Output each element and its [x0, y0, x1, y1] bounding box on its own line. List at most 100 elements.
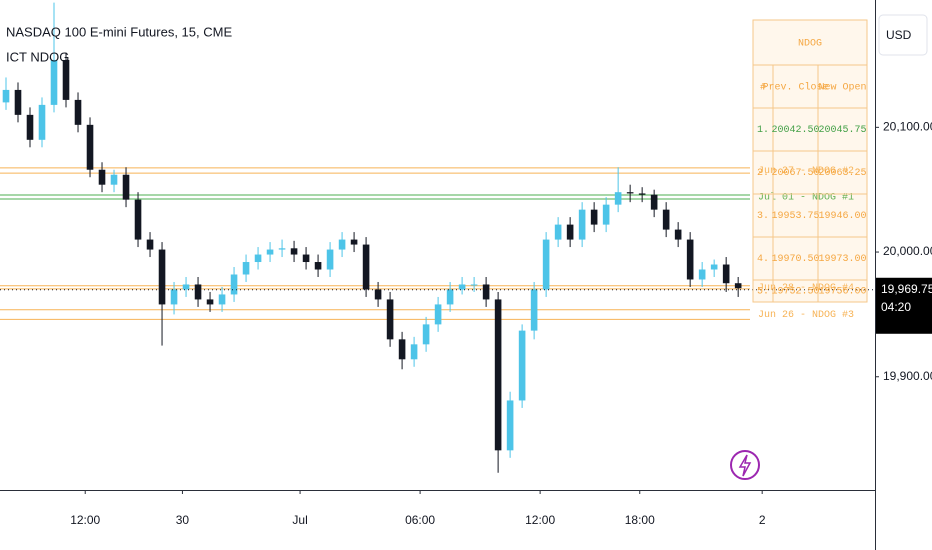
candle-body [50, 59, 58, 105]
countdown: 04:20 [881, 300, 911, 314]
candle-body [2, 89, 10, 103]
candle-body [458, 284, 466, 290]
candle-body [614, 192, 622, 205]
x-tick-label: 30 [176, 513, 190, 527]
candle-body [326, 249, 334, 270]
candle-body [638, 193, 646, 195]
level-label: Jul 01 - NDOG #1 [758, 192, 854, 204]
candle-body [734, 283, 742, 289]
candle-body [62, 59, 70, 100]
x-tick-label: 12:00 [525, 513, 555, 527]
plot-area: Jul 01 - NDOG #1 Jun 27 - NDOG #2 Jun 26 -… [0, 2, 854, 473]
level-label: Jun 28 - NDOG #4 [758, 283, 854, 294]
candle-body [686, 239, 694, 280]
icon-bolt [738, 454, 752, 477]
candle-body [518, 330, 526, 401]
candle-body [446, 289, 454, 305]
candle-body [386, 299, 394, 340]
candle-body [398, 339, 406, 360]
table-cell: 19953.75 [771, 211, 819, 222]
candle-body [722, 264, 730, 284]
table-cell: 3. [757, 211, 769, 222]
candle-body [590, 209, 598, 225]
candle-body [710, 264, 718, 270]
candle-body [206, 299, 214, 305]
table-bg [752, 19, 868, 303]
table-cell: 19756.00 [818, 287, 866, 298]
candle-body [290, 248, 298, 255]
table-cell: 19946.00 [818, 211, 866, 222]
table-cell: 20063.25 [818, 168, 866, 179]
candle-body [350, 239, 358, 245]
x-tick-label: 2 [759, 513, 766, 527]
candle-body [662, 209, 670, 230]
candle-body [110, 174, 118, 185]
candle-body [26, 114, 34, 140]
candle-body [434, 304, 442, 325]
candle-body [602, 204, 610, 225]
x-tick-label: Jul [292, 513, 307, 527]
candle-body [482, 284, 490, 300]
candle-body [698, 269, 706, 280]
lightning-icon[interactable] [730, 450, 760, 480]
table-cell: 20067.50 [771, 168, 819, 179]
chart-title: NASDAQ 100 E-mini Futures, 15, CME [6, 24, 232, 39]
candle-body [494, 299, 502, 451]
table-column-header: New Open [818, 83, 866, 94]
currency: USD [886, 28, 912, 42]
indicator-name: ICT NDOG [6, 49, 69, 64]
candle-body [266, 249, 274, 255]
candle-body [230, 274, 238, 295]
candle-body [98, 169, 106, 185]
candle-body [314, 262, 322, 270]
last-price-label: 19,969.75 [881, 282, 932, 296]
candle-body [566, 224, 574, 240]
table-cell: 20045.75 [818, 125, 866, 136]
candle-body [86, 124, 94, 170]
candle-body [374, 289, 382, 300]
candle-body [554, 224, 562, 240]
candle-body [470, 284, 478, 286]
level-label: Jun 27 - NDOG #2 [758, 166, 854, 177]
candle-body [578, 209, 586, 240]
last-price-box [876, 277, 932, 334]
candle-body [218, 294, 226, 305]
candle-body [542, 239, 550, 290]
currency-button[interactable] [878, 14, 928, 56]
candle-body [278, 248, 286, 250]
candle-body [170, 289, 178, 305]
table-cell: 2. [757, 168, 769, 179]
y-tick-label: 20,100.00 [883, 120, 932, 134]
table-cell: 19973.00 [818, 254, 866, 265]
table-cell: 4. [757, 254, 769, 265]
y-tick-label: 19,900.00 [883, 369, 932, 383]
x-tick-label: 12:00 [70, 513, 100, 527]
candle-body [182, 284, 190, 290]
candle-body [530, 289, 538, 331]
icon-circle [730, 450, 760, 480]
candle-body [302, 254, 310, 263]
table-title: NDOG [798, 39, 822, 50]
candle-body [194, 284, 202, 300]
candle-body [650, 194, 658, 210]
candle-body [134, 199, 142, 240]
candle-body [410, 344, 418, 360]
candle-body [422, 324, 430, 345]
candle-body [674, 229, 682, 240]
candle-body [146, 239, 154, 250]
table-column-header: Prev. Close [762, 82, 828, 94]
candle-body [38, 104, 46, 140]
candle-body [338, 239, 346, 250]
candle-body [122, 174, 130, 200]
candle-body [158, 249, 166, 305]
table-column-header: # [760, 83, 766, 94]
candle-body [506, 400, 514, 451]
table-cell: 5. [757, 287, 769, 298]
y-tick-label: 20,000.00 [883, 244, 932, 258]
level-label: Jun 26 - NDOG #3 [758, 310, 854, 321]
candle-body [626, 192, 634, 194]
candle-body [362, 244, 370, 290]
table-cell: 19752.50 [771, 287, 819, 298]
candle-body [14, 89, 22, 115]
